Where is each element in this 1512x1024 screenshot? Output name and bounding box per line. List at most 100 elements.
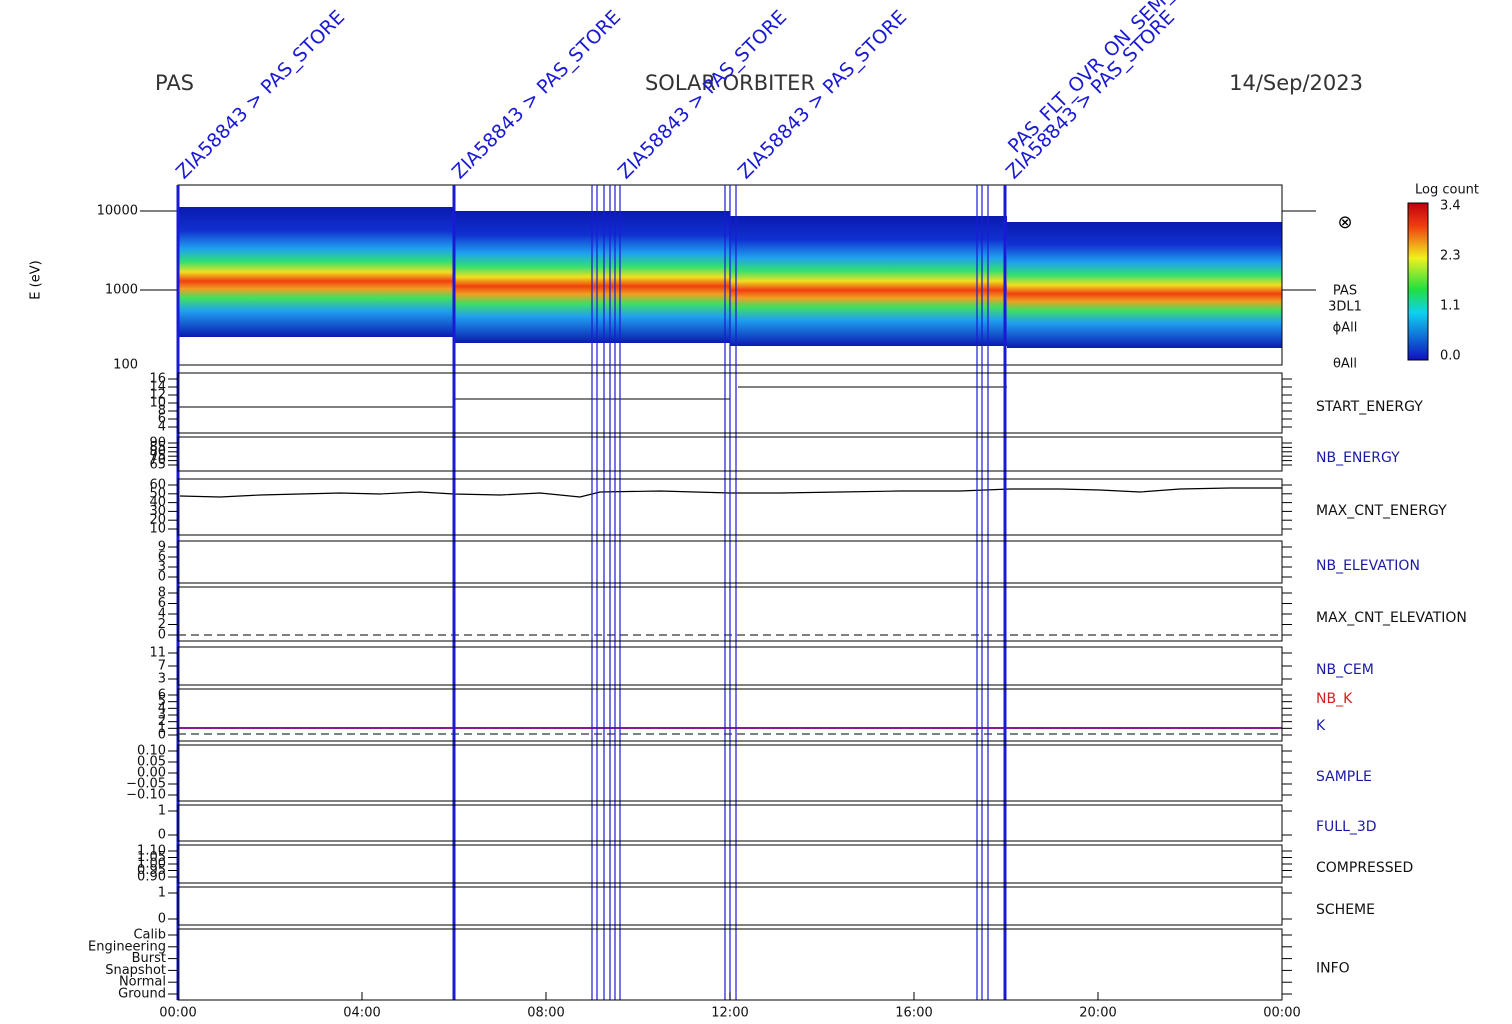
y-tick-label: 70 bbox=[149, 453, 166, 468]
y-tick-label: 3 bbox=[158, 708, 166, 723]
y-tick-label: 1 bbox=[158, 721, 166, 736]
y-tick-label: 0 bbox=[158, 728, 166, 743]
y-tick-label: 1.10 bbox=[137, 844, 166, 859]
y-tick-label: Ground bbox=[118, 987, 166, 1002]
y-tick-label: 2 bbox=[158, 617, 166, 632]
colorbar-tick-label: 0.0 bbox=[1440, 349, 1461, 364]
y-tick-label: −0.05 bbox=[126, 777, 166, 792]
y-tick-label: 0 bbox=[158, 912, 166, 927]
panel-frame bbox=[177, 540, 1283, 584]
y-tick-label: 2 bbox=[158, 714, 166, 729]
panel-frame bbox=[177, 804, 1283, 842]
y-tick-label: −0.10 bbox=[126, 788, 166, 803]
header-center: SOLAR ORBITER bbox=[645, 71, 815, 95]
x-tick-label: 16:00 bbox=[895, 1006, 932, 1021]
panel-label: NB_ELEVATION bbox=[1316, 558, 1420, 574]
y-tick-label: 90 bbox=[149, 436, 166, 451]
panel-label: SCHEME bbox=[1316, 902, 1375, 918]
y-tick-label: 80 bbox=[149, 444, 166, 459]
annotation: ZIA58843 > PAS_STORE bbox=[448, 6, 625, 183]
spectrum-block bbox=[178, 207, 454, 337]
colorbar-title: Log count bbox=[1415, 183, 1479, 198]
y-tick-label: Calib bbox=[133, 928, 166, 943]
y-tick-label: 4 bbox=[158, 420, 166, 435]
y-tick-label: 75 bbox=[149, 449, 166, 464]
symbol: ⊗ bbox=[1337, 212, 1352, 233]
y-tick-label: 60 bbox=[149, 478, 166, 493]
panel-frame bbox=[177, 886, 1283, 926]
panel-label: K bbox=[1316, 718, 1326, 734]
side-label: PAS bbox=[1333, 284, 1357, 299]
y-tick-label: 100 bbox=[113, 358, 138, 373]
panel-label: MAX_CNT_ELEVATION bbox=[1316, 610, 1467, 626]
y-tick-label: 6 bbox=[158, 688, 166, 703]
y-tick-label: 40 bbox=[149, 495, 166, 510]
x-tick-label: 00:00 bbox=[159, 1006, 196, 1021]
panel-label: INFO bbox=[1316, 961, 1350, 977]
annotation: ZIA58843 > PAS_STORE bbox=[172, 6, 349, 183]
y-tick-label: 0 bbox=[158, 570, 166, 585]
panel-frame bbox=[177, 478, 1283, 536]
y-tick-label: 0 bbox=[158, 628, 166, 643]
y-tick-label: 4 bbox=[158, 701, 166, 716]
y-tick-label: 6 bbox=[158, 596, 166, 611]
header-left: PAS bbox=[155, 71, 194, 95]
y-tick-label: 10 bbox=[149, 522, 166, 537]
colorbar-tick-label: 1.1 bbox=[1440, 299, 1461, 314]
y-tick-label: 3 bbox=[158, 672, 166, 687]
x-tick-label: 20:00 bbox=[1079, 1006, 1116, 1021]
y-tick-label: 65 bbox=[149, 458, 166, 473]
y-tick-label: 1.00 bbox=[137, 857, 166, 872]
panel-label: COMPRESSED bbox=[1316, 860, 1413, 876]
x-tick-label: 08:00 bbox=[527, 1006, 564, 1021]
y-axis-label: E (eV) bbox=[29, 260, 44, 299]
y-tick-label: 16 bbox=[149, 372, 166, 387]
spectrum-block bbox=[1007, 222, 1282, 348]
y-tick-label: 6 bbox=[158, 550, 166, 565]
panel-label: FULL_3D bbox=[1316, 819, 1377, 835]
annotation: ZIA58843 > PAS_STORE bbox=[1002, 6, 1179, 183]
y-tick-label: 11 bbox=[149, 646, 166, 661]
panel-label: NB_K bbox=[1316, 691, 1353, 707]
panel-label: MAX_CNT_ENERGY bbox=[1316, 503, 1447, 519]
y-tick-label: 14 bbox=[149, 380, 166, 395]
spectrum-block bbox=[730, 216, 1007, 346]
y-tick-label: 0.95 bbox=[137, 863, 166, 878]
y-tick-label: 0.90 bbox=[137, 870, 166, 885]
x-tick-label: 00:00 bbox=[1263, 1006, 1300, 1021]
y-tick-label: 1 bbox=[158, 804, 166, 819]
y-tick-label: 8 bbox=[158, 586, 166, 601]
colorbar-tick-label: 2.3 bbox=[1440, 249, 1461, 264]
y-tick-label: 0.00 bbox=[137, 766, 166, 781]
y-tick-label: 5 bbox=[158, 694, 166, 709]
y-tick-label: 1 bbox=[158, 886, 166, 901]
y-tick-label: 9 bbox=[158, 540, 166, 555]
y-tick-label: 30 bbox=[149, 504, 166, 519]
y-tick-label: 20 bbox=[149, 513, 166, 528]
y-tick-label: 8 bbox=[158, 404, 166, 419]
y-tick-label: 3 bbox=[158, 560, 166, 575]
colorbar bbox=[1407, 202, 1429, 361]
side-label: 3DL1 bbox=[1328, 300, 1362, 315]
colorbar-tick-label: 3.4 bbox=[1440, 199, 1461, 214]
panel-label: START_ENERGY bbox=[1316, 399, 1423, 415]
y-tick-label: 7 bbox=[158, 659, 166, 674]
y-tick-label: 0.10 bbox=[137, 744, 166, 759]
x-tick-label: 12:00 bbox=[711, 1006, 748, 1021]
y-tick-label: Normal bbox=[119, 975, 166, 990]
y-tick-label: 10000 bbox=[97, 204, 138, 219]
panel-label: NB_CEM bbox=[1316, 662, 1374, 678]
y-tick-label: 0 bbox=[158, 828, 166, 843]
trace bbox=[179, 487, 1282, 498]
y-tick-label: 6 bbox=[158, 412, 166, 427]
y-tick-label: 12 bbox=[149, 388, 166, 403]
y-tick-label: 50 bbox=[149, 486, 166, 501]
y-tick-label: 0.05 bbox=[137, 755, 166, 770]
side-label: θAll bbox=[1333, 357, 1357, 372]
panel-frame bbox=[177, 436, 1283, 472]
y-tick-label: 10 bbox=[149, 396, 166, 411]
x-tick-label: 04:00 bbox=[343, 1006, 380, 1021]
y-tick-label: 85 bbox=[149, 440, 166, 455]
y-tick-label: Burst bbox=[132, 951, 166, 966]
